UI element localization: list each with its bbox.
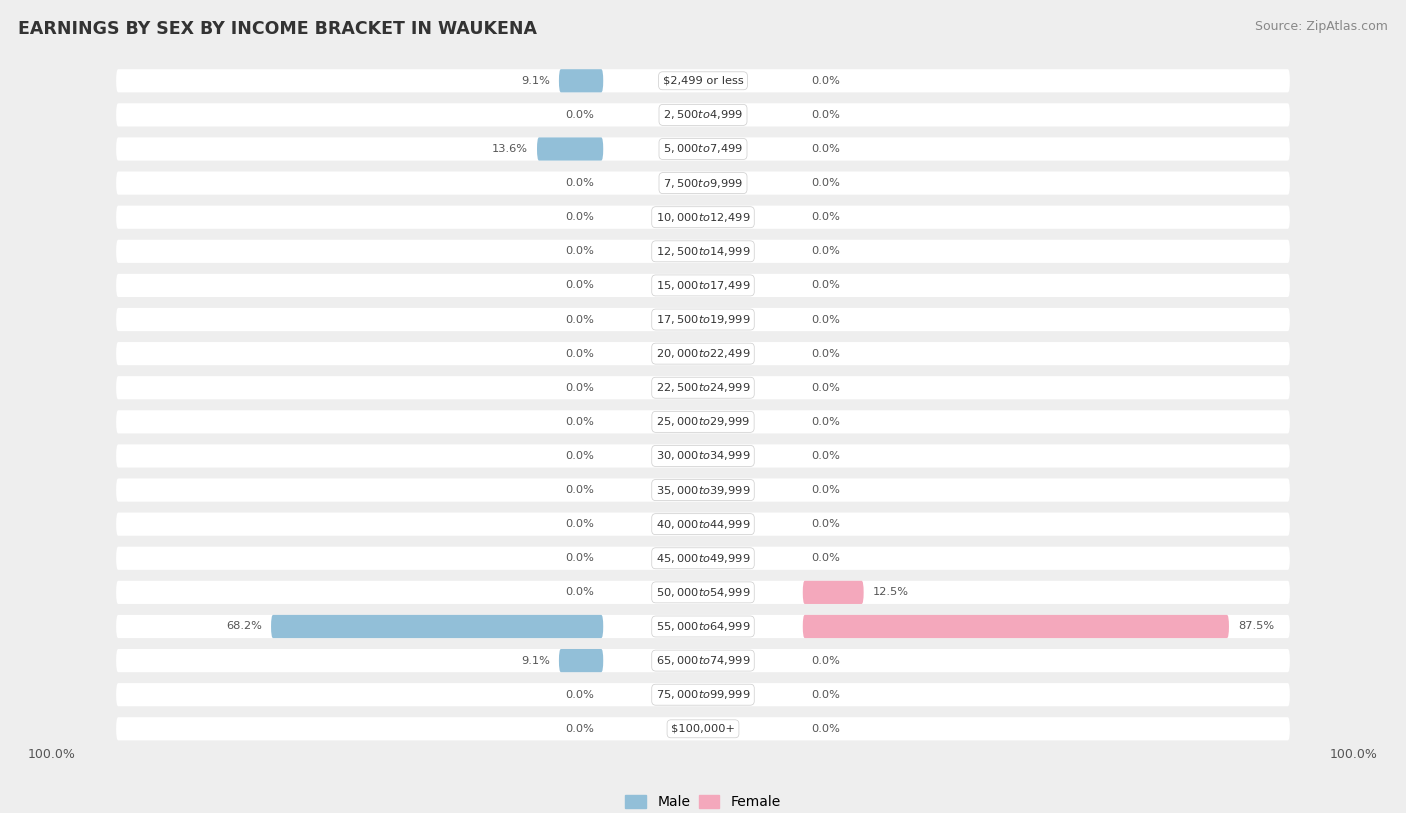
Text: $45,000 to $49,999: $45,000 to $49,999 (655, 552, 751, 565)
Text: 0.0%: 0.0% (565, 383, 595, 393)
Text: 0.0%: 0.0% (565, 451, 595, 461)
FancyBboxPatch shape (117, 649, 1289, 672)
Text: 0.0%: 0.0% (565, 520, 595, 529)
FancyBboxPatch shape (560, 69, 603, 93)
Text: 0.0%: 0.0% (565, 315, 595, 324)
Text: 0.0%: 0.0% (565, 246, 595, 256)
Text: $100,000+: $100,000+ (671, 724, 735, 734)
Text: Source: ZipAtlas.com: Source: ZipAtlas.com (1254, 20, 1388, 33)
Text: 0.0%: 0.0% (811, 246, 841, 256)
Text: 0.0%: 0.0% (565, 280, 595, 290)
Text: 12.5%: 12.5% (873, 587, 908, 598)
Text: 0.0%: 0.0% (811, 178, 841, 188)
Text: 9.1%: 9.1% (522, 655, 550, 666)
Text: $10,000 to $12,499: $10,000 to $12,499 (655, 211, 751, 224)
Text: 0.0%: 0.0% (565, 587, 595, 598)
FancyBboxPatch shape (117, 376, 1289, 399)
Text: $35,000 to $39,999: $35,000 to $39,999 (655, 484, 751, 497)
Text: 0.0%: 0.0% (565, 417, 595, 427)
Text: $22,500 to $24,999: $22,500 to $24,999 (655, 381, 751, 394)
FancyBboxPatch shape (117, 445, 1289, 467)
Text: $55,000 to $64,999: $55,000 to $64,999 (655, 620, 751, 633)
Text: $30,000 to $34,999: $30,000 to $34,999 (655, 450, 751, 463)
Text: 9.1%: 9.1% (522, 76, 550, 86)
Text: 0.0%: 0.0% (811, 110, 841, 120)
Text: 0.0%: 0.0% (565, 689, 595, 700)
Text: 0.0%: 0.0% (811, 383, 841, 393)
FancyBboxPatch shape (117, 479, 1289, 502)
Text: 0.0%: 0.0% (811, 212, 841, 222)
Text: 0.0%: 0.0% (811, 554, 841, 563)
Text: $65,000 to $74,999: $65,000 to $74,999 (655, 654, 751, 667)
Text: 0.0%: 0.0% (565, 554, 595, 563)
Text: EARNINGS BY SEX BY INCOME BRACKET IN WAUKENA: EARNINGS BY SEX BY INCOME BRACKET IN WAU… (18, 20, 537, 38)
Text: $40,000 to $44,999: $40,000 to $44,999 (655, 518, 751, 531)
FancyBboxPatch shape (117, 717, 1289, 741)
Text: $2,500 to $4,999: $2,500 to $4,999 (664, 108, 742, 121)
FancyBboxPatch shape (117, 342, 1289, 365)
Text: 0.0%: 0.0% (565, 110, 595, 120)
FancyBboxPatch shape (117, 546, 1289, 570)
Text: $25,000 to $29,999: $25,000 to $29,999 (655, 415, 751, 428)
FancyBboxPatch shape (271, 615, 603, 638)
FancyBboxPatch shape (117, 308, 1289, 331)
Text: 0.0%: 0.0% (811, 451, 841, 461)
Text: 68.2%: 68.2% (226, 621, 263, 632)
Text: 0.0%: 0.0% (811, 724, 841, 734)
Text: 0.0%: 0.0% (811, 485, 841, 495)
Text: $15,000 to $17,499: $15,000 to $17,499 (655, 279, 751, 292)
Text: 0.0%: 0.0% (811, 520, 841, 529)
FancyBboxPatch shape (117, 103, 1289, 127)
FancyBboxPatch shape (117, 683, 1289, 706)
Text: $5,000 to $7,499: $5,000 to $7,499 (664, 142, 742, 155)
Text: 0.0%: 0.0% (811, 349, 841, 359)
FancyBboxPatch shape (117, 580, 1289, 604)
FancyBboxPatch shape (117, 206, 1289, 228)
FancyBboxPatch shape (117, 240, 1289, 263)
Text: $12,500 to $14,999: $12,500 to $14,999 (655, 245, 751, 258)
Text: 13.6%: 13.6% (492, 144, 529, 154)
Text: $50,000 to $54,999: $50,000 to $54,999 (655, 586, 751, 599)
Text: 0.0%: 0.0% (565, 485, 595, 495)
Text: 0.0%: 0.0% (811, 76, 841, 86)
Text: 100.0%: 100.0% (1330, 748, 1378, 761)
Text: 87.5%: 87.5% (1237, 621, 1274, 632)
Text: $2,499 or less: $2,499 or less (662, 76, 744, 86)
FancyBboxPatch shape (560, 649, 603, 672)
FancyBboxPatch shape (117, 274, 1289, 297)
Text: 0.0%: 0.0% (811, 280, 841, 290)
Text: 0.0%: 0.0% (565, 349, 595, 359)
Text: 0.0%: 0.0% (811, 655, 841, 666)
Text: 0.0%: 0.0% (811, 417, 841, 427)
Text: 0.0%: 0.0% (565, 178, 595, 188)
Text: $17,500 to $19,999: $17,500 to $19,999 (655, 313, 751, 326)
FancyBboxPatch shape (117, 512, 1289, 536)
Text: 0.0%: 0.0% (811, 144, 841, 154)
Text: 0.0%: 0.0% (565, 724, 595, 734)
Text: $20,000 to $22,499: $20,000 to $22,499 (655, 347, 751, 360)
FancyBboxPatch shape (117, 137, 1289, 161)
Text: 100.0%: 100.0% (28, 748, 76, 761)
FancyBboxPatch shape (117, 411, 1289, 433)
Text: $75,000 to $99,999: $75,000 to $99,999 (655, 688, 751, 701)
FancyBboxPatch shape (803, 615, 1229, 638)
Text: 0.0%: 0.0% (811, 689, 841, 700)
FancyBboxPatch shape (803, 580, 863, 604)
Text: 0.0%: 0.0% (811, 315, 841, 324)
FancyBboxPatch shape (117, 615, 1289, 638)
Text: $7,500 to $9,999: $7,500 to $9,999 (664, 176, 742, 189)
Text: 0.0%: 0.0% (565, 212, 595, 222)
FancyBboxPatch shape (537, 137, 603, 161)
FancyBboxPatch shape (117, 69, 1289, 93)
Legend: Male, Female: Male, Female (623, 793, 783, 812)
FancyBboxPatch shape (117, 172, 1289, 194)
